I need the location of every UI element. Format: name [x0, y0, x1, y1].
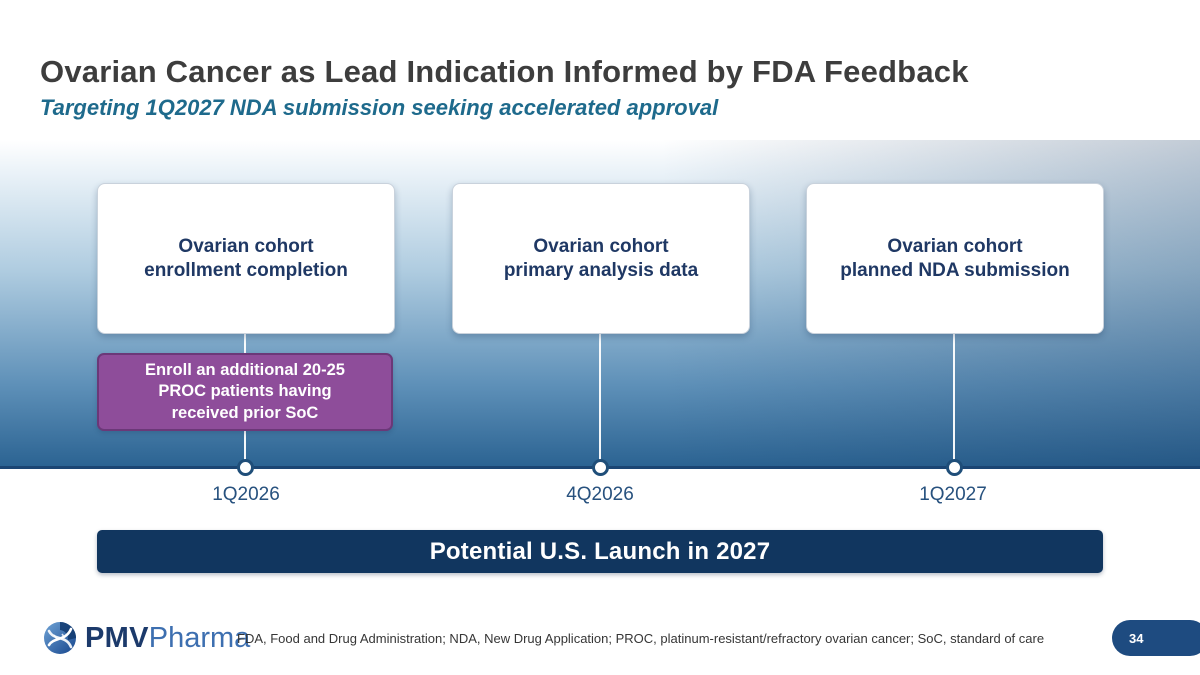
card-line: Ovarian cohort [887, 235, 1023, 257]
callout-line: received prior SoC [171, 403, 319, 422]
quarter-label: 1Q2026 [212, 484, 280, 505]
card-line: planned NDA submission [840, 259, 1070, 281]
connector-line [599, 332, 601, 462]
quarter-label: 4Q2026 [566, 484, 634, 505]
abbreviations-footnote: FDA, Food and Drug Administration; NDA, … [237, 631, 1045, 646]
milestone-marker-icon [946, 459, 963, 476]
milestone-card-label: Ovarian cohort primary analysis data [504, 235, 698, 283]
page-number-badge: 34 [1112, 620, 1200, 656]
pmv-logo-icon [44, 622, 76, 654]
card-line: Ovarian cohort [533, 235, 669, 257]
milestone-marker-icon [592, 459, 609, 476]
launch-banner-label: Potential U.S. Launch in 2027 [429, 537, 771, 565]
card-line: enrollment completion [144, 259, 348, 281]
card-line: primary analysis data [503, 259, 699, 281]
company-logo: PMVPharma [40, 617, 250, 659]
callout-line: Enroll an additional 20-25 [145, 361, 345, 380]
milestone-card-label: Ovarian cohort enrollment completion [144, 235, 348, 283]
logo-text-pmv: PMV [85, 622, 149, 654]
card-line: Ovarian cohort [178, 235, 314, 257]
milestone-card-enrollment: Ovarian cohort enrollment completion [97, 183, 395, 334]
slide-subtitle: Targeting 1Q2027 NDA submission seeking … [40, 95, 719, 120]
logo-text-pharma: Pharma [148, 622, 251, 654]
milestone-card-primary-analysis: Ovarian cohort primary analysis data [452, 183, 750, 334]
connector-line [953, 332, 955, 462]
enrollment-callout: Enroll an additional 20-25 PROC patients… [97, 353, 393, 431]
page-number: 34 [1129, 630, 1144, 646]
company-logo-text: PMVPharma [85, 618, 250, 658]
milestone-marker-icon [237, 459, 254, 476]
milestone-card-nda-submission: Ovarian cohort planned NDA submission [806, 183, 1104, 334]
slide-title: Ovarian Cancer as Lead Indication Inform… [40, 54, 969, 89]
enrollment-callout-label: Enroll an additional 20-25 PROC patients… [145, 360, 345, 423]
launch-banner: Potential U.S. Launch in 2027 [97, 530, 1103, 573]
callout-line: PROC patients having [158, 382, 332, 401]
quarter-label: 1Q2027 [919, 484, 987, 505]
milestone-card-label: Ovarian cohort planned NDA submission [840, 235, 1069, 283]
